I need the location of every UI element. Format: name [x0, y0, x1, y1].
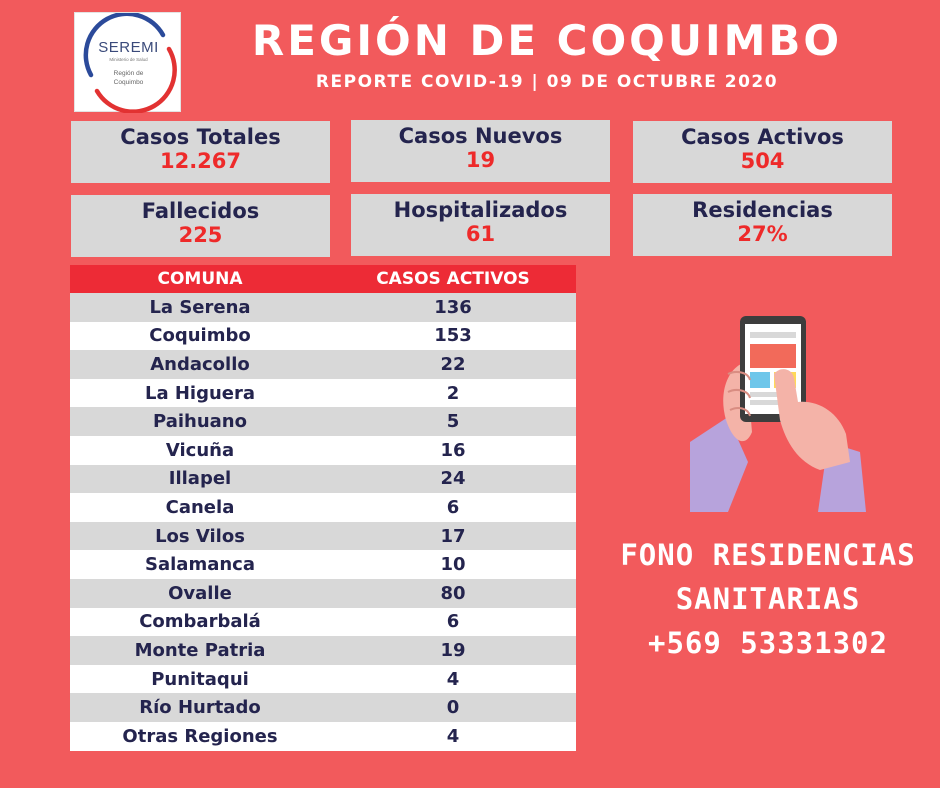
- logo-ministry: Ministerio de Salud: [109, 57, 148, 62]
- stat-fallecidos: Fallecidos 225: [71, 195, 330, 257]
- stat-value: 19: [465, 148, 496, 172]
- casos-cell: 80: [440, 582, 466, 604]
- page-subtitle: REPORTE COVID-19 | 09 DE OCTUBRE 2020: [315, 72, 779, 92]
- table-header: COMUNA CASOS ACTIVOS: [70, 265, 576, 293]
- casos-cell: 0: [446, 697, 460, 719]
- comuna-cell: Illapel: [168, 468, 232, 490]
- table-row: La Serena 136: [70, 293, 576, 322]
- stat-value: 225: [178, 223, 223, 247]
- casos-table: COMUNA CASOS ACTIVOS La Serena 136 Coquim…: [70, 265, 576, 751]
- casos-cell: 5: [446, 411, 460, 433]
- comuna-cell: Canela: [165, 496, 235, 518]
- table-row: Illapel 24: [70, 464, 576, 494]
- table-row: Otras Regiones 4: [70, 721, 576, 751]
- column-header-comuna: COMUNA: [157, 269, 243, 289]
- stat-value: 27%: [737, 222, 788, 246]
- comuna-cell: La Serena: [149, 296, 251, 318]
- fono-line-2: SANITARIAS: [675, 582, 861, 616]
- table-row: Los Vilos 17: [70, 521, 576, 551]
- stat-label: Hospitalizados: [393, 198, 568, 222]
- casos-cell: 10: [440, 554, 466, 576]
- table-row: Punitaqui 4: [70, 664, 576, 694]
- casos-cell: 6: [446, 496, 460, 518]
- stat-label: Casos Totales: [120, 125, 281, 149]
- casos-cell: 2: [446, 382, 460, 404]
- logo-brand: SEREMI: [98, 39, 159, 56]
- stat-label: Residencias: [692, 198, 833, 222]
- comuna-cell: Río Hurtado: [139, 697, 261, 719]
- hand-phone-icon: [688, 312, 868, 512]
- stat-casos-totales: Casos Totales 12.267: [71, 121, 330, 183]
- stat-residencias: Residencias 27%: [633, 194, 892, 256]
- casos-cell: 4: [446, 668, 460, 690]
- logo-region: Región de Coquimbo: [113, 70, 144, 86]
- casos-cell: 136: [434, 296, 472, 318]
- page-title: REGIÓN DE COQUIMBO: [251, 16, 843, 65]
- comuna-cell: La Higuera: [144, 382, 256, 404]
- stat-hospitalizados: Hospitalizados 61: [351, 194, 610, 256]
- casos-cell: 16: [440, 439, 466, 461]
- casos-cell: 153: [434, 325, 472, 347]
- table-row: Ovalle 80: [70, 578, 576, 608]
- seremi-logo: SEREMI Ministerio de Salud Región de Coq…: [74, 12, 181, 113]
- table-row: Monte Patria 19: [70, 636, 576, 665]
- seremi-logo-icon: [83, 13, 177, 113]
- comuna-cell: Vicuña: [165, 439, 235, 461]
- comuna-cell: Ovalle: [168, 582, 232, 604]
- comuna-cell: Paihuano: [153, 411, 247, 433]
- stat-label: Casos Nuevos: [398, 124, 563, 148]
- comuna-cell: Punitaqui: [151, 668, 249, 690]
- casos-cell: 17: [440, 525, 466, 547]
- casos-cell: 6: [446, 611, 460, 633]
- comuna-cell: Los Vilos: [155, 525, 245, 547]
- fono-line-1: FONO RESIDENCIAS: [620, 538, 916, 572]
- stat-value: 504: [740, 149, 785, 173]
- stat-label: Casos Activos: [681, 125, 844, 149]
- casos-cell: 22: [440, 353, 466, 375]
- table-row: Paihuano 5: [70, 407, 576, 436]
- table-row: Andacollo 22: [70, 350, 576, 379]
- comuna-cell: Salamanca: [145, 554, 255, 576]
- table-row: La Higuera 2: [70, 378, 576, 408]
- table-row: Vicuña 16: [70, 435, 576, 465]
- comuna-cell: Combarbalá: [139, 611, 261, 633]
- fono-residencias: FONO RESIDENCIAS SANITARIAS +569 5333130…: [608, 533, 928, 665]
- stat-casos-activos: Casos Activos 504: [633, 121, 892, 183]
- comuna-cell: Andacollo: [150, 353, 250, 375]
- stat-casos-nuevos: Casos Nuevos 19: [351, 120, 610, 182]
- stat-label: Fallecidos: [141, 199, 260, 223]
- comuna-cell: Coquimbo: [149, 325, 251, 347]
- comuna-cell: Otras Regiones: [122, 725, 278, 747]
- casos-cell: 24: [440, 468, 466, 490]
- table-row: Combarbalá 6: [70, 607, 576, 637]
- table-row: Coquimbo 153: [70, 321, 576, 351]
- table-row: Salamanca 10: [70, 550, 576, 579]
- casos-cell: 19: [440, 639, 466, 661]
- column-header-casos: CASOS ACTIVOS: [376, 269, 530, 289]
- table-row: Río Hurtado 0: [70, 693, 576, 722]
- comuna-cell: Monte Patria: [134, 639, 266, 661]
- stat-value: 61: [465, 222, 496, 246]
- fono-number: +569 53331302: [648, 626, 888, 660]
- casos-cell: 4: [446, 725, 460, 747]
- stat-value: 12.267: [159, 149, 242, 173]
- table-row: Canela 6: [70, 493, 576, 522]
